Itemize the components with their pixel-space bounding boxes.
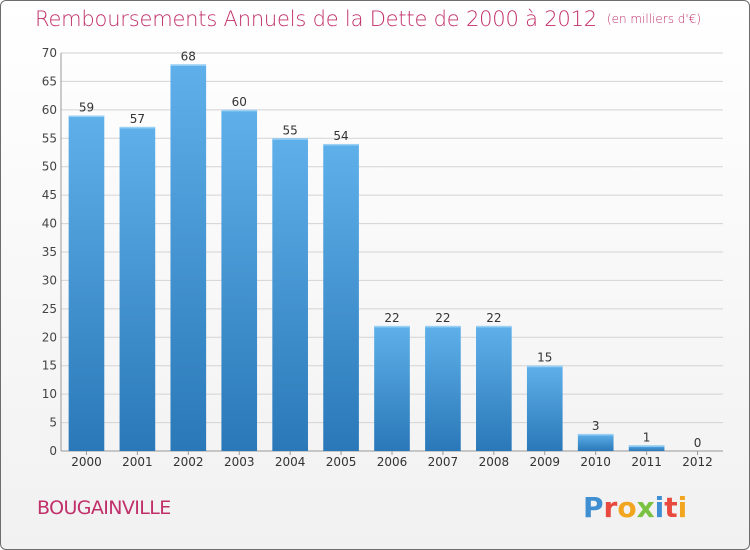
y-tick-label: 0: [49, 444, 57, 458]
bar: [170, 64, 207, 451]
bar-highlight: [577, 433, 614, 436]
data-label: 0: [694, 436, 702, 450]
svg-text:Proxiti: Proxiti: [583, 491, 687, 524]
x-tick-label: 2011: [631, 455, 662, 469]
y-tick-label: 5: [49, 416, 57, 430]
bar: [119, 126, 156, 452]
bar-highlight: [221, 109, 258, 112]
y-tick-label: 40: [42, 217, 57, 231]
bar-highlight: [119, 126, 156, 129]
chart-unit-note: (en milliers d'€): [606, 12, 702, 26]
data-label: 60: [232, 95, 247, 109]
chart-title-main: Remboursements Annuels de la Dette de 20…: [35, 7, 597, 31]
bar-highlight: [323, 143, 359, 146]
x-tick-label: 2002: [173, 455, 204, 469]
data-label: 57: [130, 112, 145, 126]
commune-name: BOUGAINVILLE: [37, 497, 171, 519]
y-tick-label: 10: [42, 387, 57, 401]
data-label: 1: [643, 430, 651, 444]
x-tick-label: 2008: [479, 455, 510, 469]
x-tick-label: 2012: [682, 455, 713, 469]
data-label: 68: [181, 49, 196, 63]
bar: [577, 433, 614, 451]
bar: [425, 325, 461, 451]
data-label: 22: [435, 311, 450, 325]
bar: [221, 109, 258, 451]
data-label: 22: [486, 311, 501, 325]
bar-highlight: [272, 138, 308, 140]
data-label: 54: [333, 129, 348, 143]
bar: [526, 365, 563, 451]
chart-title: Remboursements Annuels de la Dette de 20…: [35, 7, 701, 31]
y-tick-label: 70: [42, 46, 57, 60]
y-tick-label: 50: [42, 160, 57, 174]
y-tick-label: 45: [42, 188, 57, 202]
x-tick-label: 2006: [377, 455, 408, 469]
y-tick-label: 65: [42, 74, 57, 88]
bar: [374, 325, 410, 451]
y-tick-label: 30: [42, 273, 57, 287]
x-tick-label: 2003: [224, 455, 255, 469]
bar-highlight: [526, 365, 563, 368]
x-tick-label: 2007: [428, 455, 459, 469]
data-label: 22: [384, 311, 399, 325]
bar: [628, 445, 665, 451]
y-tick-label: 55: [42, 131, 57, 145]
x-tick-label: 2001: [122, 455, 153, 469]
bar: [68, 115, 105, 452]
y-tick-label: 60: [42, 103, 57, 117]
bar: [272, 138, 308, 452]
y-tick-label: 20: [42, 330, 57, 344]
bar-layer: [68, 64, 665, 452]
data-label: 3: [592, 419, 600, 433]
x-tick-label: 2009: [529, 455, 560, 469]
x-tick-label: 2000: [71, 455, 102, 469]
bar-highlight: [425, 325, 461, 328]
y-tick-label: 35: [42, 245, 57, 259]
bar-highlight: [628, 445, 665, 447]
data-label: 55: [283, 123, 298, 137]
bar-highlight: [68, 115, 105, 118]
bar: [323, 143, 359, 451]
y-tick-label: 25: [42, 302, 57, 316]
bar: [476, 325, 512, 451]
x-tick-label: 2004: [275, 455, 306, 469]
bar-highlight: [476, 325, 512, 328]
data-label: 15: [537, 351, 552, 365]
x-tick-label: 2005: [326, 455, 357, 469]
x-tick-label: 2010: [580, 455, 611, 469]
proxiti-logo: Proxiti: [583, 491, 687, 524]
y-tick-label: 15: [42, 359, 57, 373]
data-label: 59: [79, 101, 94, 115]
label-layer: 0510152025303540455055606570200059200157…: [42, 46, 713, 469]
bar-highlight: [170, 64, 207, 66]
bar-highlight: [374, 325, 410, 328]
